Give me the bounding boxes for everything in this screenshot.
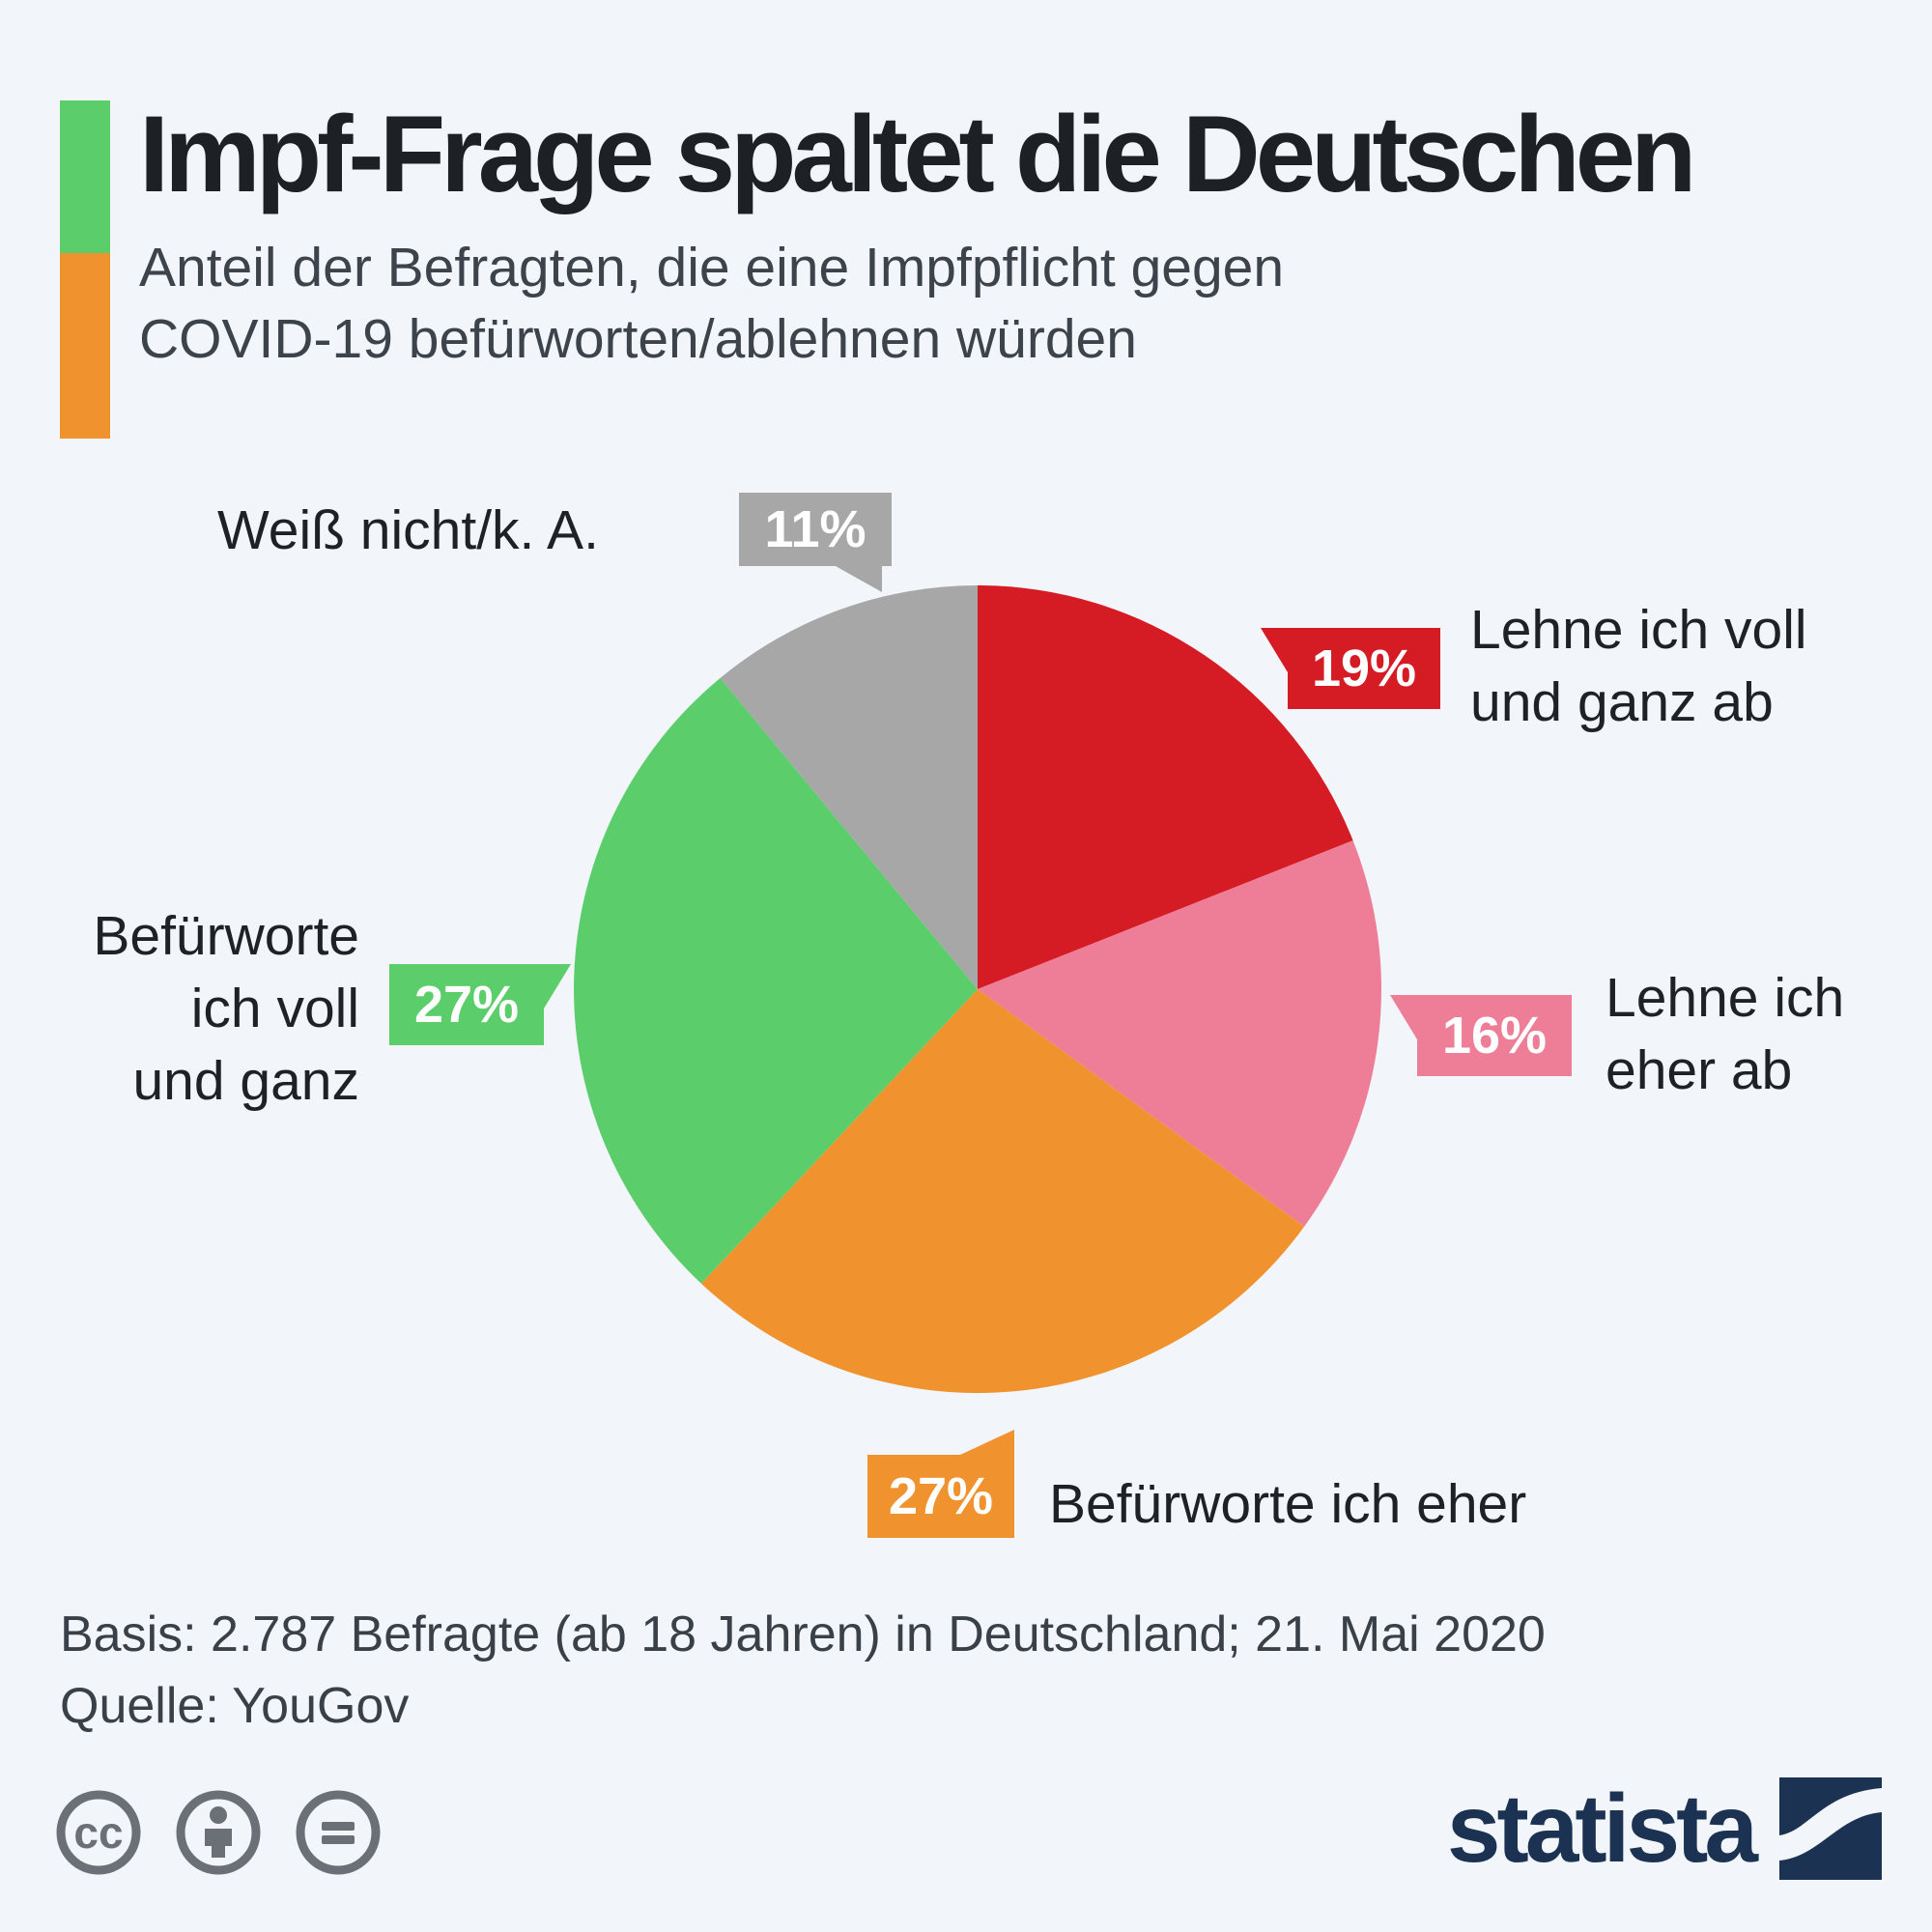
title-accent-bar bbox=[60, 100, 110, 439]
accent-bar-orange bbox=[60, 253, 110, 439]
pie-slice-befürworte-ich-voll-und-ganz bbox=[574, 677, 978, 1284]
label-support-somewhat: Befürworte ich eher bbox=[1049, 1473, 1527, 1535]
badge-support-somewhat-value: 27% bbox=[888, 1467, 994, 1525]
label-dontknow: Weiß nicht/k. A. bbox=[217, 499, 599, 561]
footer-basis: Basis: 2.787 Befragte (ab 18 Jahren) in … bbox=[60, 1606, 1546, 1662]
badge-tail-icon bbox=[1261, 628, 1288, 672]
label-reject-somewhat: Lehne ich eher ab bbox=[1605, 967, 1845, 1102]
no-derivatives-equals-icon bbox=[296, 1790, 381, 1875]
badge-reject-somewhat: 16% bbox=[1390, 995, 1572, 1076]
badge-reject-full-value: 19% bbox=[1311, 639, 1417, 697]
badge-reject-full: 19% bbox=[1261, 628, 1440, 709]
badge-support-full: 27% bbox=[389, 964, 571, 1045]
pie-slice-befürworte-ich-eher bbox=[700, 989, 1305, 1393]
badge-reject-somewhat-value: 16% bbox=[1441, 1007, 1548, 1065]
page-subtitle: Anteil der Befragten, die eine Impfpflic… bbox=[139, 237, 1285, 371]
page-title: Impf-Frage spaltet die Deutschen bbox=[139, 94, 1696, 214]
badge-tail-icon bbox=[544, 964, 571, 1009]
license-icons: cc bbox=[56, 1790, 381, 1875]
attribution-person-icon bbox=[176, 1790, 261, 1875]
header: Impf-Frage spaltet die Deutschen Anteil … bbox=[60, 94, 1696, 439]
badge-dontknow-value: 11% bbox=[764, 500, 867, 558]
footer-source: Quelle: YouGov bbox=[60, 1678, 410, 1734]
badge-support-somewhat: 27% bbox=[867, 1430, 1014, 1538]
badge-tail-icon bbox=[1390, 995, 1417, 1039]
badge-support-full-value: 27% bbox=[413, 976, 520, 1034]
badge-tail-icon bbox=[836, 566, 882, 592]
svg-text:cc: cc bbox=[73, 1807, 123, 1858]
statista-logo: statista bbox=[1447, 1777, 1882, 1880]
accent-bar-green bbox=[60, 100, 110, 253]
statista-wordmark: statista bbox=[1446, 1775, 1758, 1883]
badge-dontknow: 11% bbox=[739, 493, 892, 592]
cc-icon: cc bbox=[56, 1790, 141, 1875]
statista-mark-icon bbox=[1779, 1777, 1882, 1880]
label-support-full: Befürworte ich voll und ganz bbox=[93, 905, 359, 1113]
badge-tail-icon bbox=[960, 1430, 1014, 1455]
pie-slice-lehne-ich-eher-ab bbox=[978, 840, 1381, 1227]
pie-slice-weiß-nicht-k-a bbox=[720, 585, 978, 989]
label-reject-full: Lehne ich voll und ganz ab bbox=[1470, 599, 1807, 734]
pie-slice-lehne-ich-voll-und-ganz-ab bbox=[978, 585, 1353, 989]
